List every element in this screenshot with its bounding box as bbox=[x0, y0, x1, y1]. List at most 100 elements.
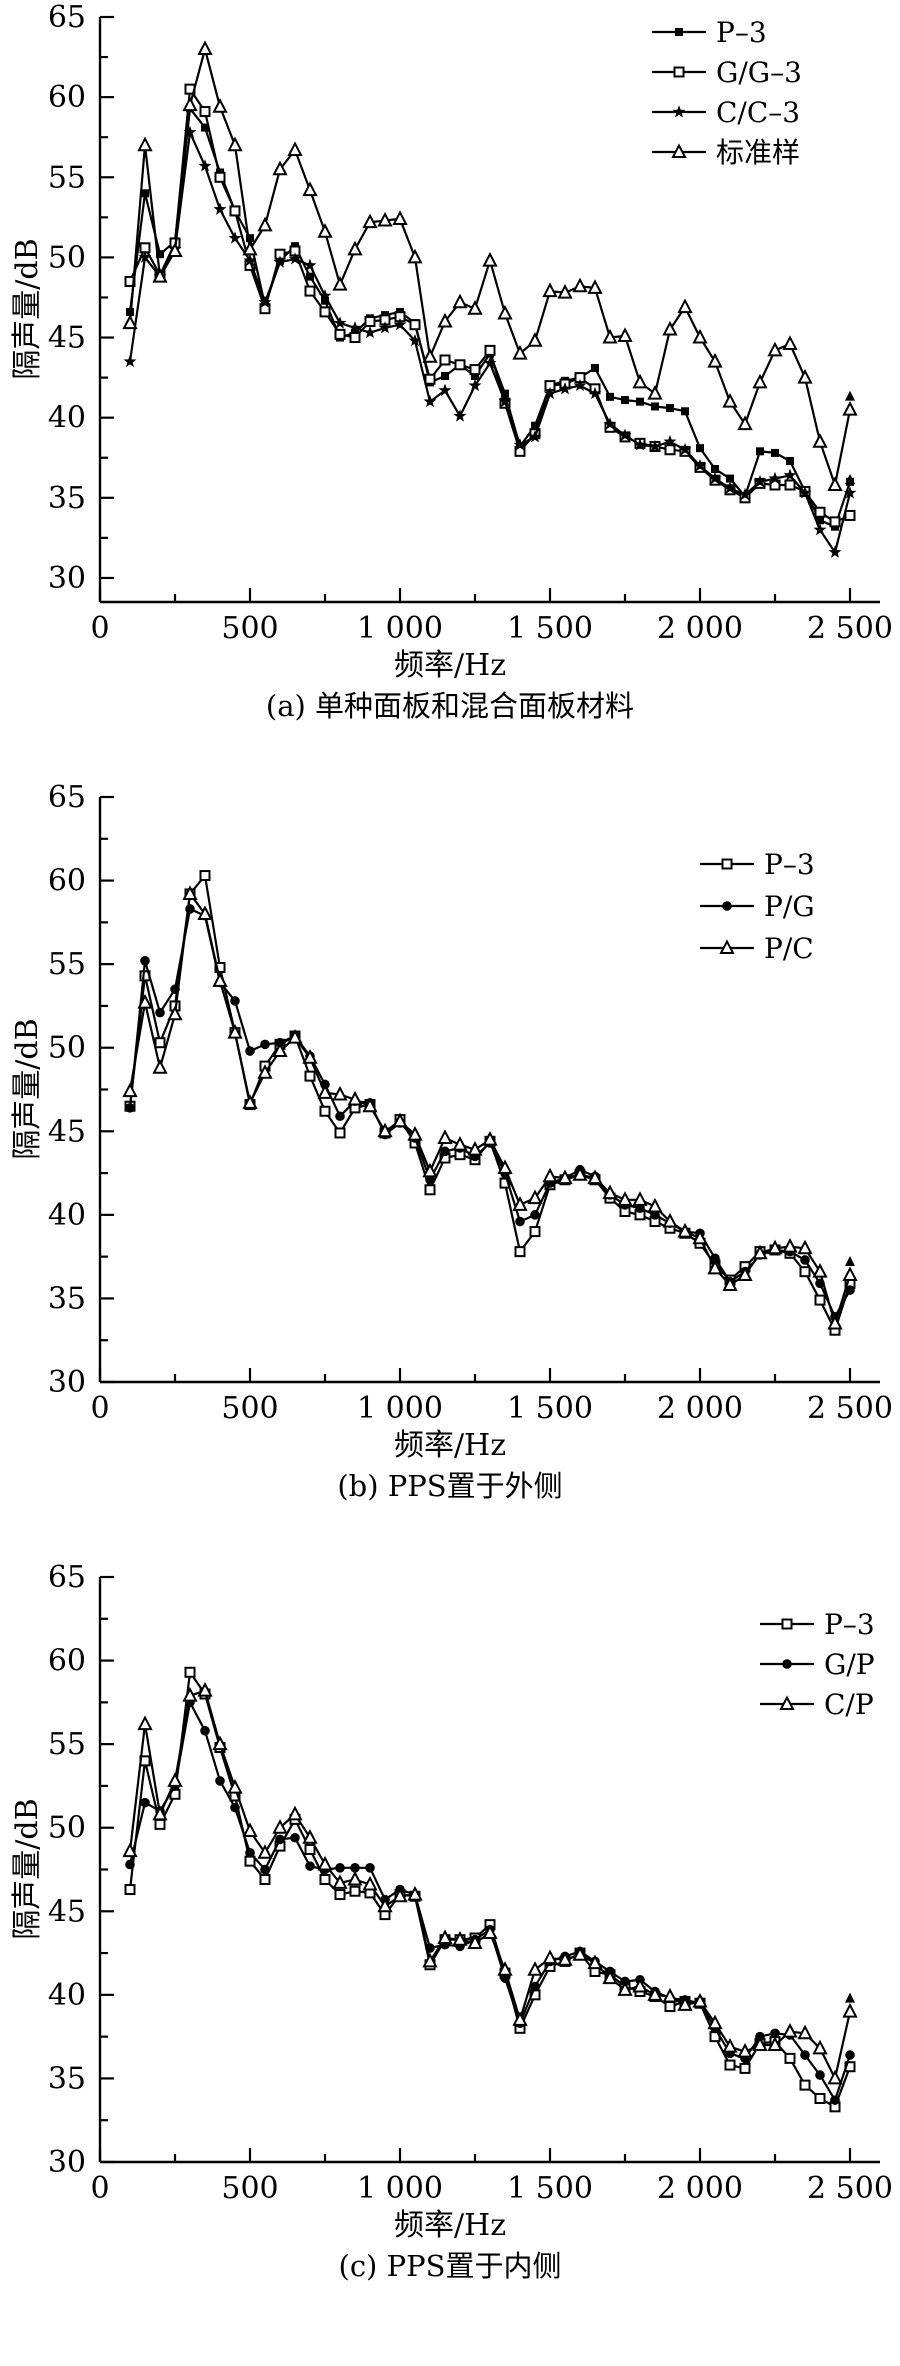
marker-star-filled bbox=[468, 378, 482, 392]
marker-triangle-open bbox=[242, 240, 258, 256]
marker-square-open bbox=[124, 1884, 136, 1896]
marker-triangle-open bbox=[482, 1130, 498, 1146]
marker-square-filled bbox=[666, 404, 674, 413]
chart-a-plot: 65 60 55 50 45 40 35 300 500 1 000 1 500 2 000 2 500… bbox=[48, 2, 893, 646]
y-tick-label: 40 bbox=[48, 1978, 86, 2013]
marker-square-open bbox=[409, 319, 421, 331]
marker-triangle-open bbox=[752, 1244, 768, 1260]
marker-triangle-open bbox=[497, 304, 513, 320]
marker-triangle-open bbox=[782, 335, 798, 350]
marker-triangle-open bbox=[467, 1141, 483, 1156]
marker-triangle-open bbox=[812, 433, 828, 448]
x-tick-label: 1 000 bbox=[357, 2171, 443, 2206]
marker-triangle-open bbox=[467, 300, 483, 315]
marker-triangle-open bbox=[542, 1167, 558, 1183]
marker-star-filled bbox=[198, 159, 212, 172]
x-tick-label: 1 000 bbox=[357, 1391, 443, 1426]
marker-square-open bbox=[814, 506, 826, 518]
marker-triangle-open bbox=[647, 1986, 663, 2001]
legend: P–3 P/G P/C bbox=[700, 848, 815, 965]
x-tick-label: 0 bbox=[90, 2171, 109, 2206]
marker-star-filled bbox=[693, 458, 707, 472]
marker-triangle-open bbox=[242, 1094, 258, 1109]
marker-triangle-open bbox=[512, 2011, 528, 2026]
marker-triangle-open bbox=[512, 1196, 528, 1211]
marker-star-filled bbox=[138, 250, 152, 263]
marker-triangle-open bbox=[842, 2002, 858, 2018]
marker-triangle-open bbox=[137, 993, 153, 1009]
marker-triangle-open bbox=[572, 277, 588, 293]
marker-circle-filled bbox=[845, 1285, 855, 1295]
marker-star-filled bbox=[228, 231, 242, 244]
marker-square-open bbox=[484, 344, 496, 356]
y-tick-label: 30 bbox=[48, 2145, 86, 2180]
marker-circle-filled bbox=[140, 1797, 150, 1808]
marker-triangle-open bbox=[392, 1887, 408, 1903]
marker-star-filled bbox=[453, 409, 467, 422]
marker-triangle-open bbox=[122, 1082, 138, 1098]
marker-triangle-open bbox=[662, 1987, 678, 2003]
marker-square-filled bbox=[651, 402, 659, 411]
marker-circle-filled bbox=[260, 1864, 270, 1875]
marker-star-filled bbox=[648, 439, 662, 453]
marker-triangle-open bbox=[302, 1049, 318, 1064]
marker-star-filled bbox=[618, 428, 632, 441]
marker-triangle-open bbox=[737, 1266, 753, 1282]
x-tick-label: 1 500 bbox=[507, 611, 593, 646]
marker-square-open bbox=[304, 1070, 316, 1082]
marker-triangle-open bbox=[347, 1090, 363, 1106]
marker-square-open bbox=[199, 106, 211, 118]
series-line bbox=[128, 1701, 852, 2102]
marker-star-filled bbox=[363, 325, 377, 339]
marker-circle-filled bbox=[230, 1802, 240, 1813]
marker-star-filled bbox=[843, 486, 857, 499]
y-tick-label: 60 bbox=[48, 864, 86, 899]
marker-circle-filled bbox=[350, 1863, 360, 1873]
marker-circle-filled bbox=[275, 1834, 285, 1845]
marker-square-open bbox=[304, 285, 316, 297]
marker-star-filled bbox=[573, 378, 587, 392]
marker-triangle-open bbox=[197, 1681, 213, 1697]
marker-triangle-open bbox=[797, 1239, 813, 1255]
marker-square-filled bbox=[441, 372, 449, 381]
marker-square-filled bbox=[711, 464, 719, 473]
marker-square-filled bbox=[681, 407, 689, 416]
marker-triangle-open bbox=[527, 1961, 543, 1976]
marker-square-filled bbox=[591, 364, 599, 372]
bottom-spacer bbox=[0, 2287, 900, 2365]
marker-triangle-open bbox=[197, 40, 213, 56]
marker-triangle-open bbox=[227, 1024, 243, 1039]
marker-square-open bbox=[844, 509, 856, 521]
y-tick-label: 45 bbox=[48, 1114, 86, 1149]
legend-label: P/G bbox=[764, 890, 815, 923]
chart-a-x-axis-title: 频率/Hz bbox=[393, 648, 507, 683]
marker-triangle-open bbox=[332, 1085, 348, 1101]
marker-triangle-open bbox=[797, 2024, 813, 2040]
marker-square-open bbox=[673, 66, 685, 78]
marker-square-open bbox=[364, 316, 376, 328]
marker-triangle-open bbox=[752, 373, 768, 389]
marker-triangle-open bbox=[707, 2014, 723, 2030]
marker-triangle-open bbox=[527, 1189, 543, 1205]
marker-star-filled bbox=[183, 125, 197, 138]
marker-triangle-open bbox=[692, 1992, 708, 2008]
marker-square-filled bbox=[696, 444, 704, 453]
marker-square-open bbox=[154, 1818, 166, 1830]
marker-circle-filled bbox=[800, 1255, 810, 1265]
marker-triangle-open bbox=[332, 275, 348, 291]
marker-circle-filled bbox=[530, 1210, 540, 1220]
marker-circle-filled bbox=[845, 2050, 855, 2060]
marker-square-open bbox=[424, 373, 436, 385]
marker-star-filled bbox=[393, 317, 407, 331]
marker-triangle-open bbox=[182, 885, 198, 900]
marker-triangle-open bbox=[422, 1952, 438, 1968]
marker-square-open bbox=[664, 2001, 676, 2013]
marker-triangle-open bbox=[722, 1276, 738, 1292]
marker-triangle-open bbox=[467, 1934, 483, 1950]
marker-triangle-open bbox=[662, 1212, 678, 1228]
marker-triangle-open bbox=[572, 1166, 588, 1181]
marker-triangle-open bbox=[617, 327, 633, 342]
marker-triangle-open bbox=[797, 368, 813, 384]
marker-star-filled bbox=[378, 321, 392, 334]
